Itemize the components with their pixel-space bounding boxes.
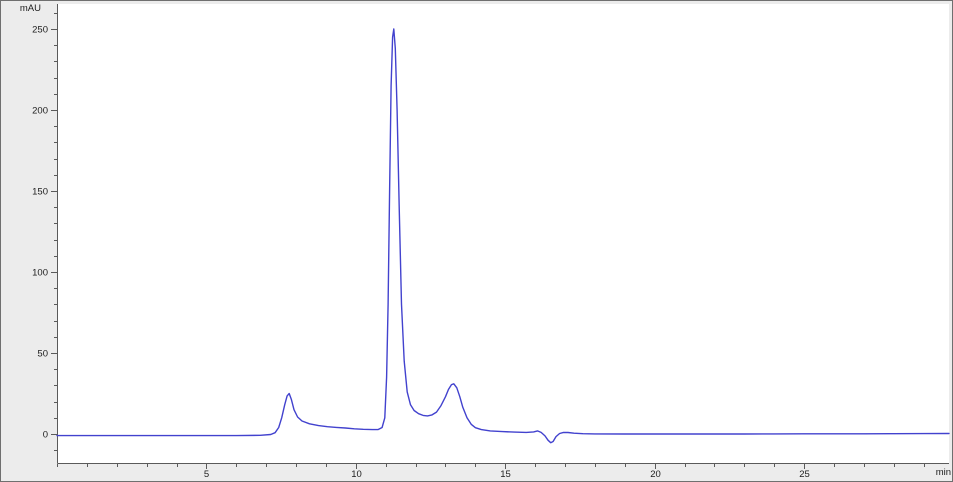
y-tick-label: 150: [32, 187, 48, 198]
x-tick-label: 10: [351, 469, 362, 480]
x-tick-label: 20: [650, 469, 661, 480]
y-axis-unit-label: mAU: [19, 3, 41, 14]
x-tick-label: 5: [204, 469, 209, 480]
y-tick-label: 100: [32, 268, 48, 279]
y-tick-label: 250: [32, 25, 48, 36]
y-axis-ticks: 0 50 100 150 200 250: [32, 13, 57, 451]
axis-lines: [57, 4, 949, 464]
signal-trace: [56, 28, 950, 444]
plot-area: [57, 4, 949, 463]
x-axis-unit-label: min: [935, 467, 951, 478]
x-axis-ticks: 5 10 15 20 25: [57, 464, 925, 480]
y-tick-label: 0: [43, 430, 48, 441]
y-tick-label: 50: [37, 349, 48, 360]
x-tick-label: 25: [799, 469, 810, 480]
x-tick-label: 15: [500, 469, 511, 480]
y-tick-label: 200: [32, 106, 48, 117]
